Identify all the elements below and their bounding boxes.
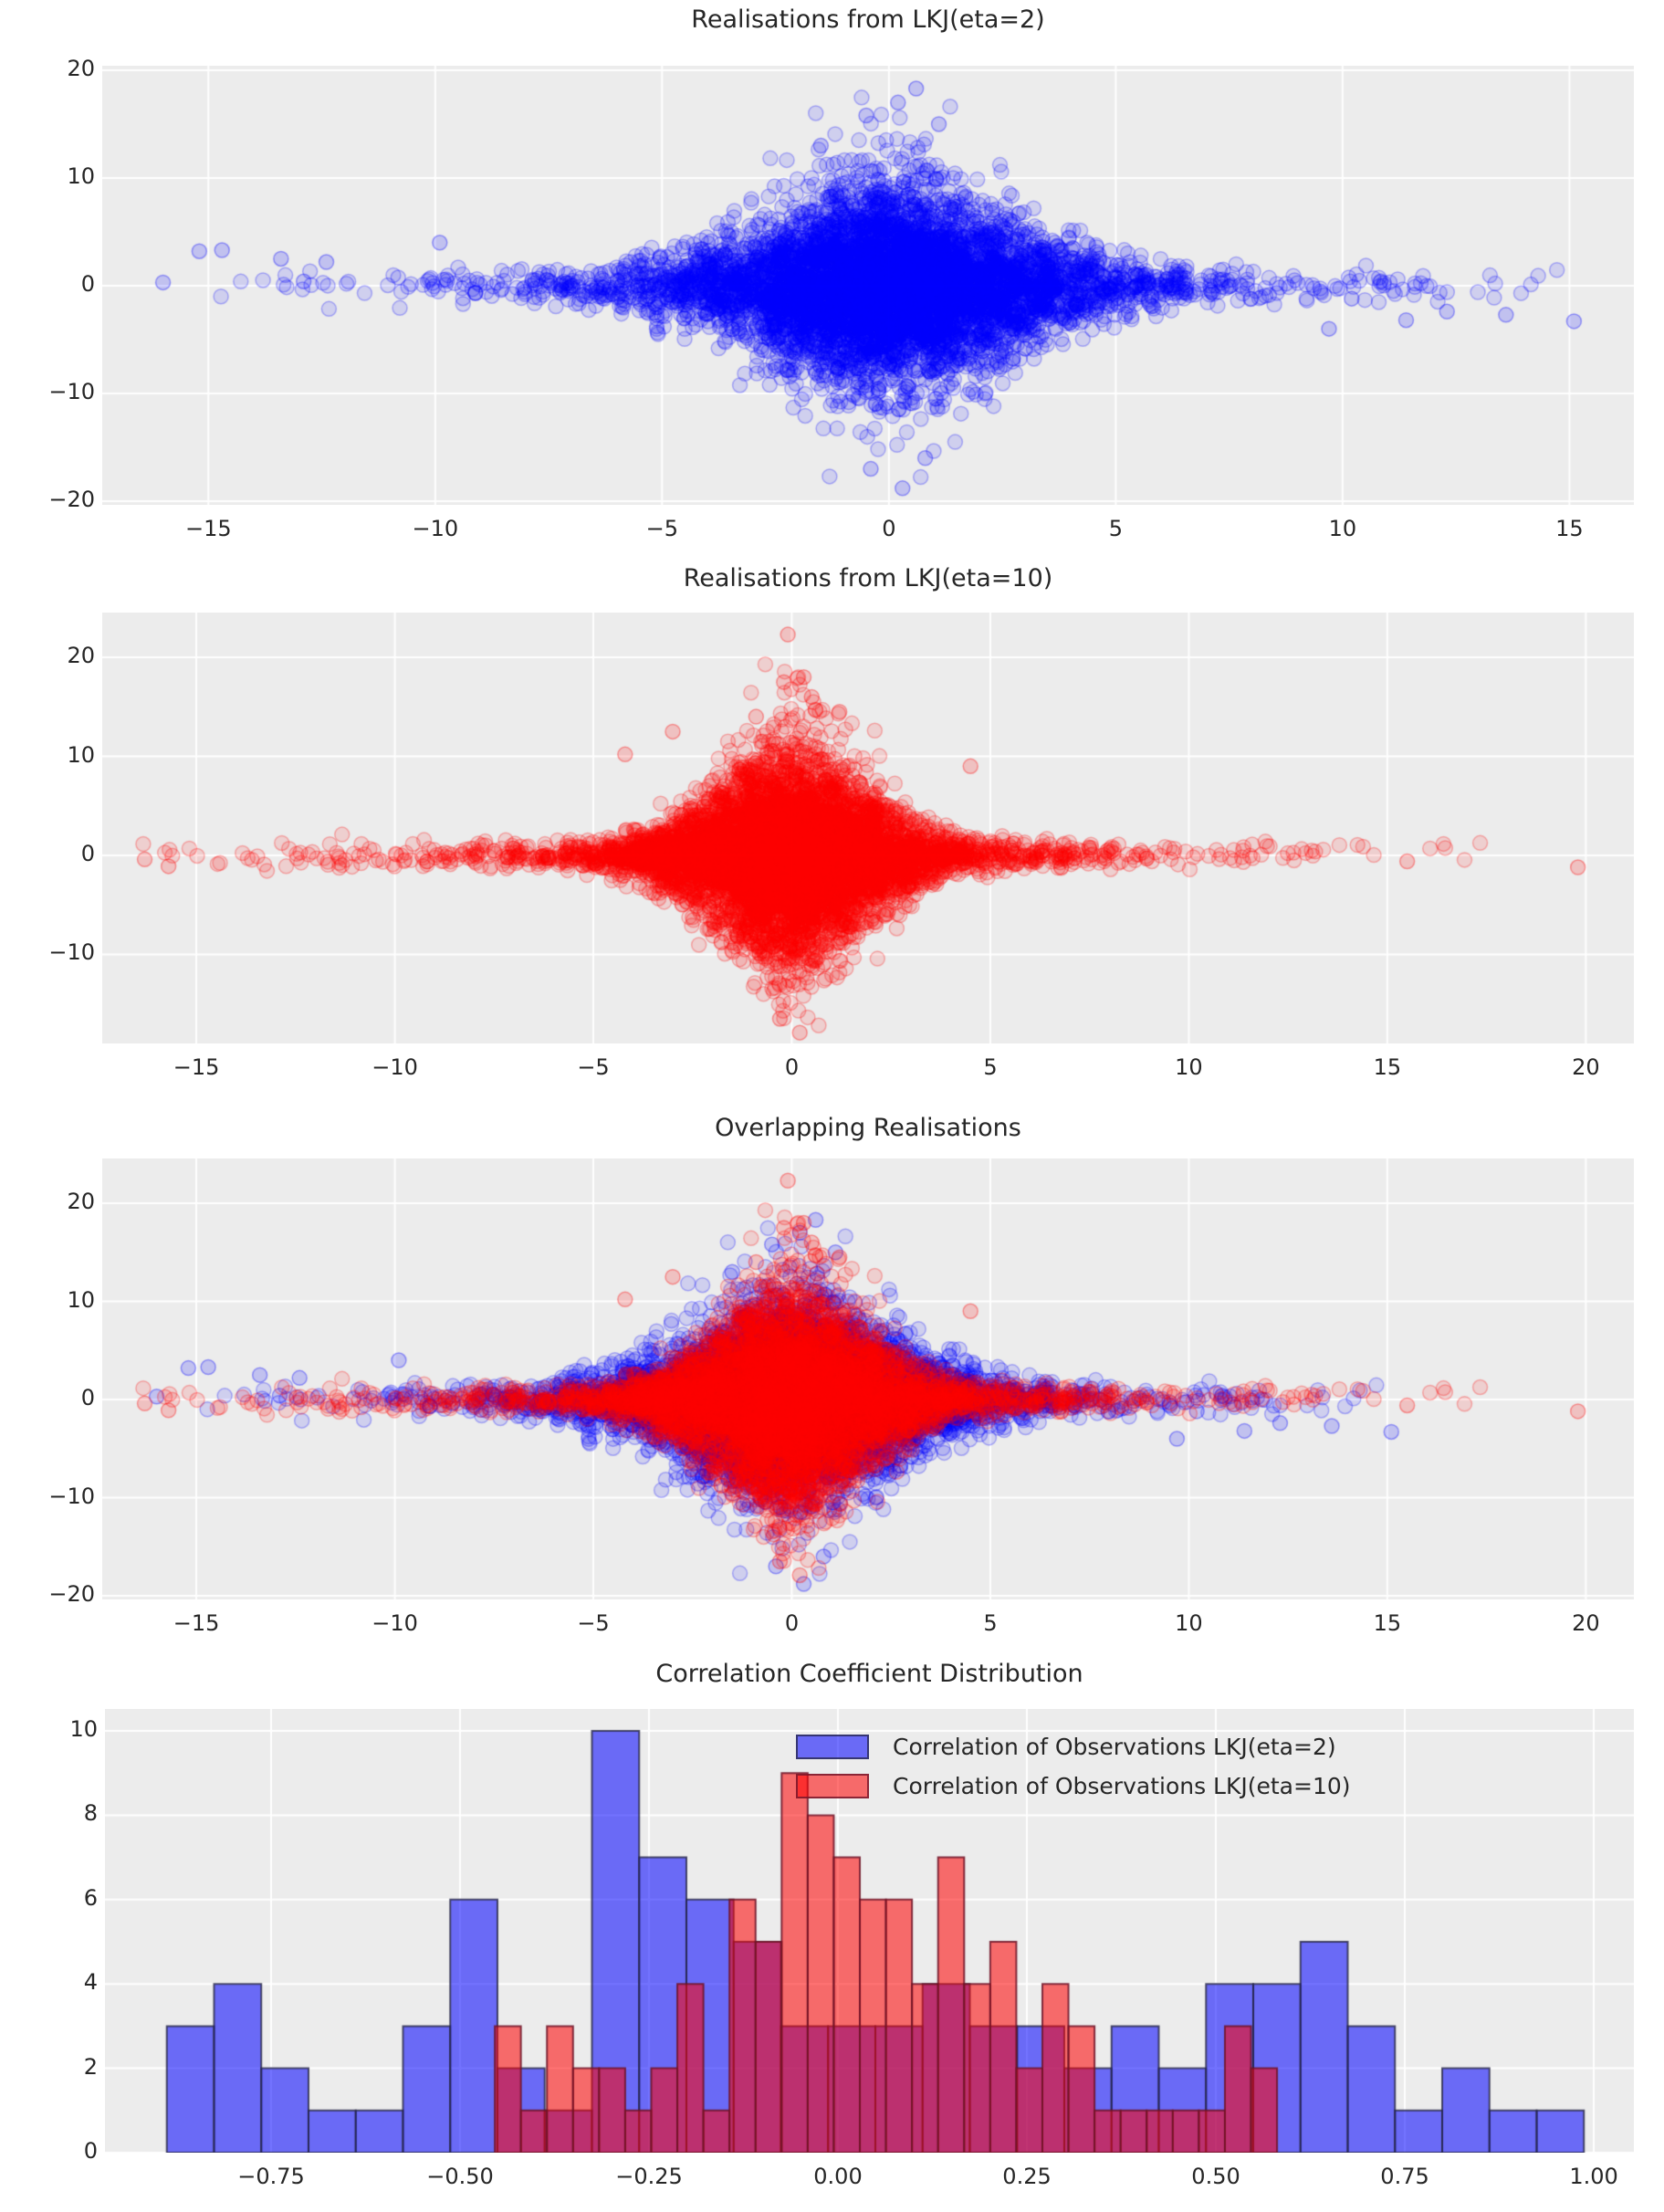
legend-row-eta10: Correlation of Observations LKJ(eta=10)	[796, 1773, 1351, 1799]
x-tick-label: 20	[1572, 1054, 1600, 1080]
x-tick-label: 0.25	[1002, 2164, 1052, 2189]
x-tick-label: −0.50	[426, 2164, 494, 2189]
y-tick-label: 10	[67, 162, 95, 189]
y-tick-label: 10	[67, 1286, 95, 1313]
plot-title-histogram: Correlation Coefficient Distribution	[655, 1660, 1083, 1688]
x-tick-label: 1.00	[1569, 2164, 1618, 2189]
x-tick-label: 0	[784, 1610, 800, 1636]
x-tick-label: −15	[173, 1610, 220, 1636]
legend-swatch-blue	[796, 1735, 869, 1759]
y-tick-label: 0	[80, 840, 95, 866]
x-tick-label: −5	[645, 516, 679, 541]
scatter-canvas-lkj-eta2	[102, 66, 1634, 505]
y-tick-label: 0	[83, 2138, 98, 2164]
x-tick-label: 0	[882, 516, 896, 541]
y-tick-label: −10	[48, 378, 95, 404]
x-tick-label: 5	[983, 1610, 998, 1636]
y-tick-label: 20	[67, 1189, 95, 1215]
x-tick-label: 10	[1328, 516, 1357, 541]
plot-title-lkj-eta2: Realisations from LKJ(eta=2)	[691, 5, 1045, 34]
legend-label-eta2: Correlation of Observations LKJ(eta=2)	[893, 1734, 1336, 1760]
x-tick-label: 0	[784, 1054, 800, 1080]
y-tick-label: −10	[48, 1483, 95, 1509]
x-tick-label: −10	[372, 1054, 418, 1080]
x-tick-label: −5	[577, 1610, 610, 1636]
legend-swatch-red	[796, 1774, 869, 1798]
y-tick-label: 4	[83, 1969, 98, 1996]
x-tick-label: 10	[1175, 1610, 1203, 1636]
x-tick-label: −10	[412, 516, 459, 541]
x-tick-label: 0.00	[813, 2164, 863, 2189]
x-tick-label: 15	[1555, 516, 1584, 541]
y-tick-label: 20	[67, 55, 95, 81]
y-tick-label: 10	[67, 741, 95, 768]
histogram-legend: Correlation of Observations LKJ(eta=2) C…	[796, 1734, 1351, 1799]
x-tick-label: 15	[1373, 1054, 1402, 1080]
x-tick-label: 0.50	[1191, 2164, 1240, 2189]
histogram-canvas	[105, 1709, 1634, 2153]
legend-label-eta10: Correlation of Observations LKJ(eta=10)	[893, 1773, 1351, 1799]
x-tick-label: 5	[983, 1054, 998, 1080]
y-tick-label: 10	[69, 1716, 98, 1743]
x-tick-label: 5	[1108, 516, 1124, 541]
y-tick-label: −10	[48, 939, 95, 966]
y-tick-label: 8	[83, 1800, 98, 1827]
y-tick-label: 2	[83, 2053, 98, 2080]
x-tick-label: −15	[184, 516, 232, 541]
scatter-canvas-lkj-eta10	[102, 613, 1634, 1043]
x-tick-label: 20	[1572, 1610, 1600, 1636]
x-tick-label: 10	[1175, 1054, 1203, 1080]
plot-title-overlap: Overlapping Realisations	[715, 1114, 1021, 1142]
plot-title-lkj-eta10: Realisations from LKJ(eta=10)	[683, 564, 1053, 592]
legend-row-eta2: Correlation of Observations LKJ(eta=2)	[796, 1734, 1351, 1760]
x-tick-label: −10	[372, 1610, 418, 1636]
y-tick-label: 0	[80, 1385, 95, 1411]
x-tick-label: −0.25	[615, 2164, 683, 2189]
x-tick-label: −0.75	[237, 2164, 305, 2189]
y-tick-label: 6	[83, 1884, 98, 1911]
y-tick-label: −20	[48, 1581, 95, 1608]
y-tick-label: 0	[80, 270, 95, 297]
y-tick-label: 20	[67, 643, 95, 669]
x-tick-label: −15	[173, 1054, 220, 1080]
y-tick-label: −20	[48, 486, 95, 512]
scatter-canvas-overlap	[102, 1158, 1634, 1599]
x-tick-label: −5	[577, 1054, 610, 1080]
x-tick-label: 15	[1373, 1610, 1402, 1636]
x-tick-label: 0.75	[1380, 2164, 1429, 2189]
